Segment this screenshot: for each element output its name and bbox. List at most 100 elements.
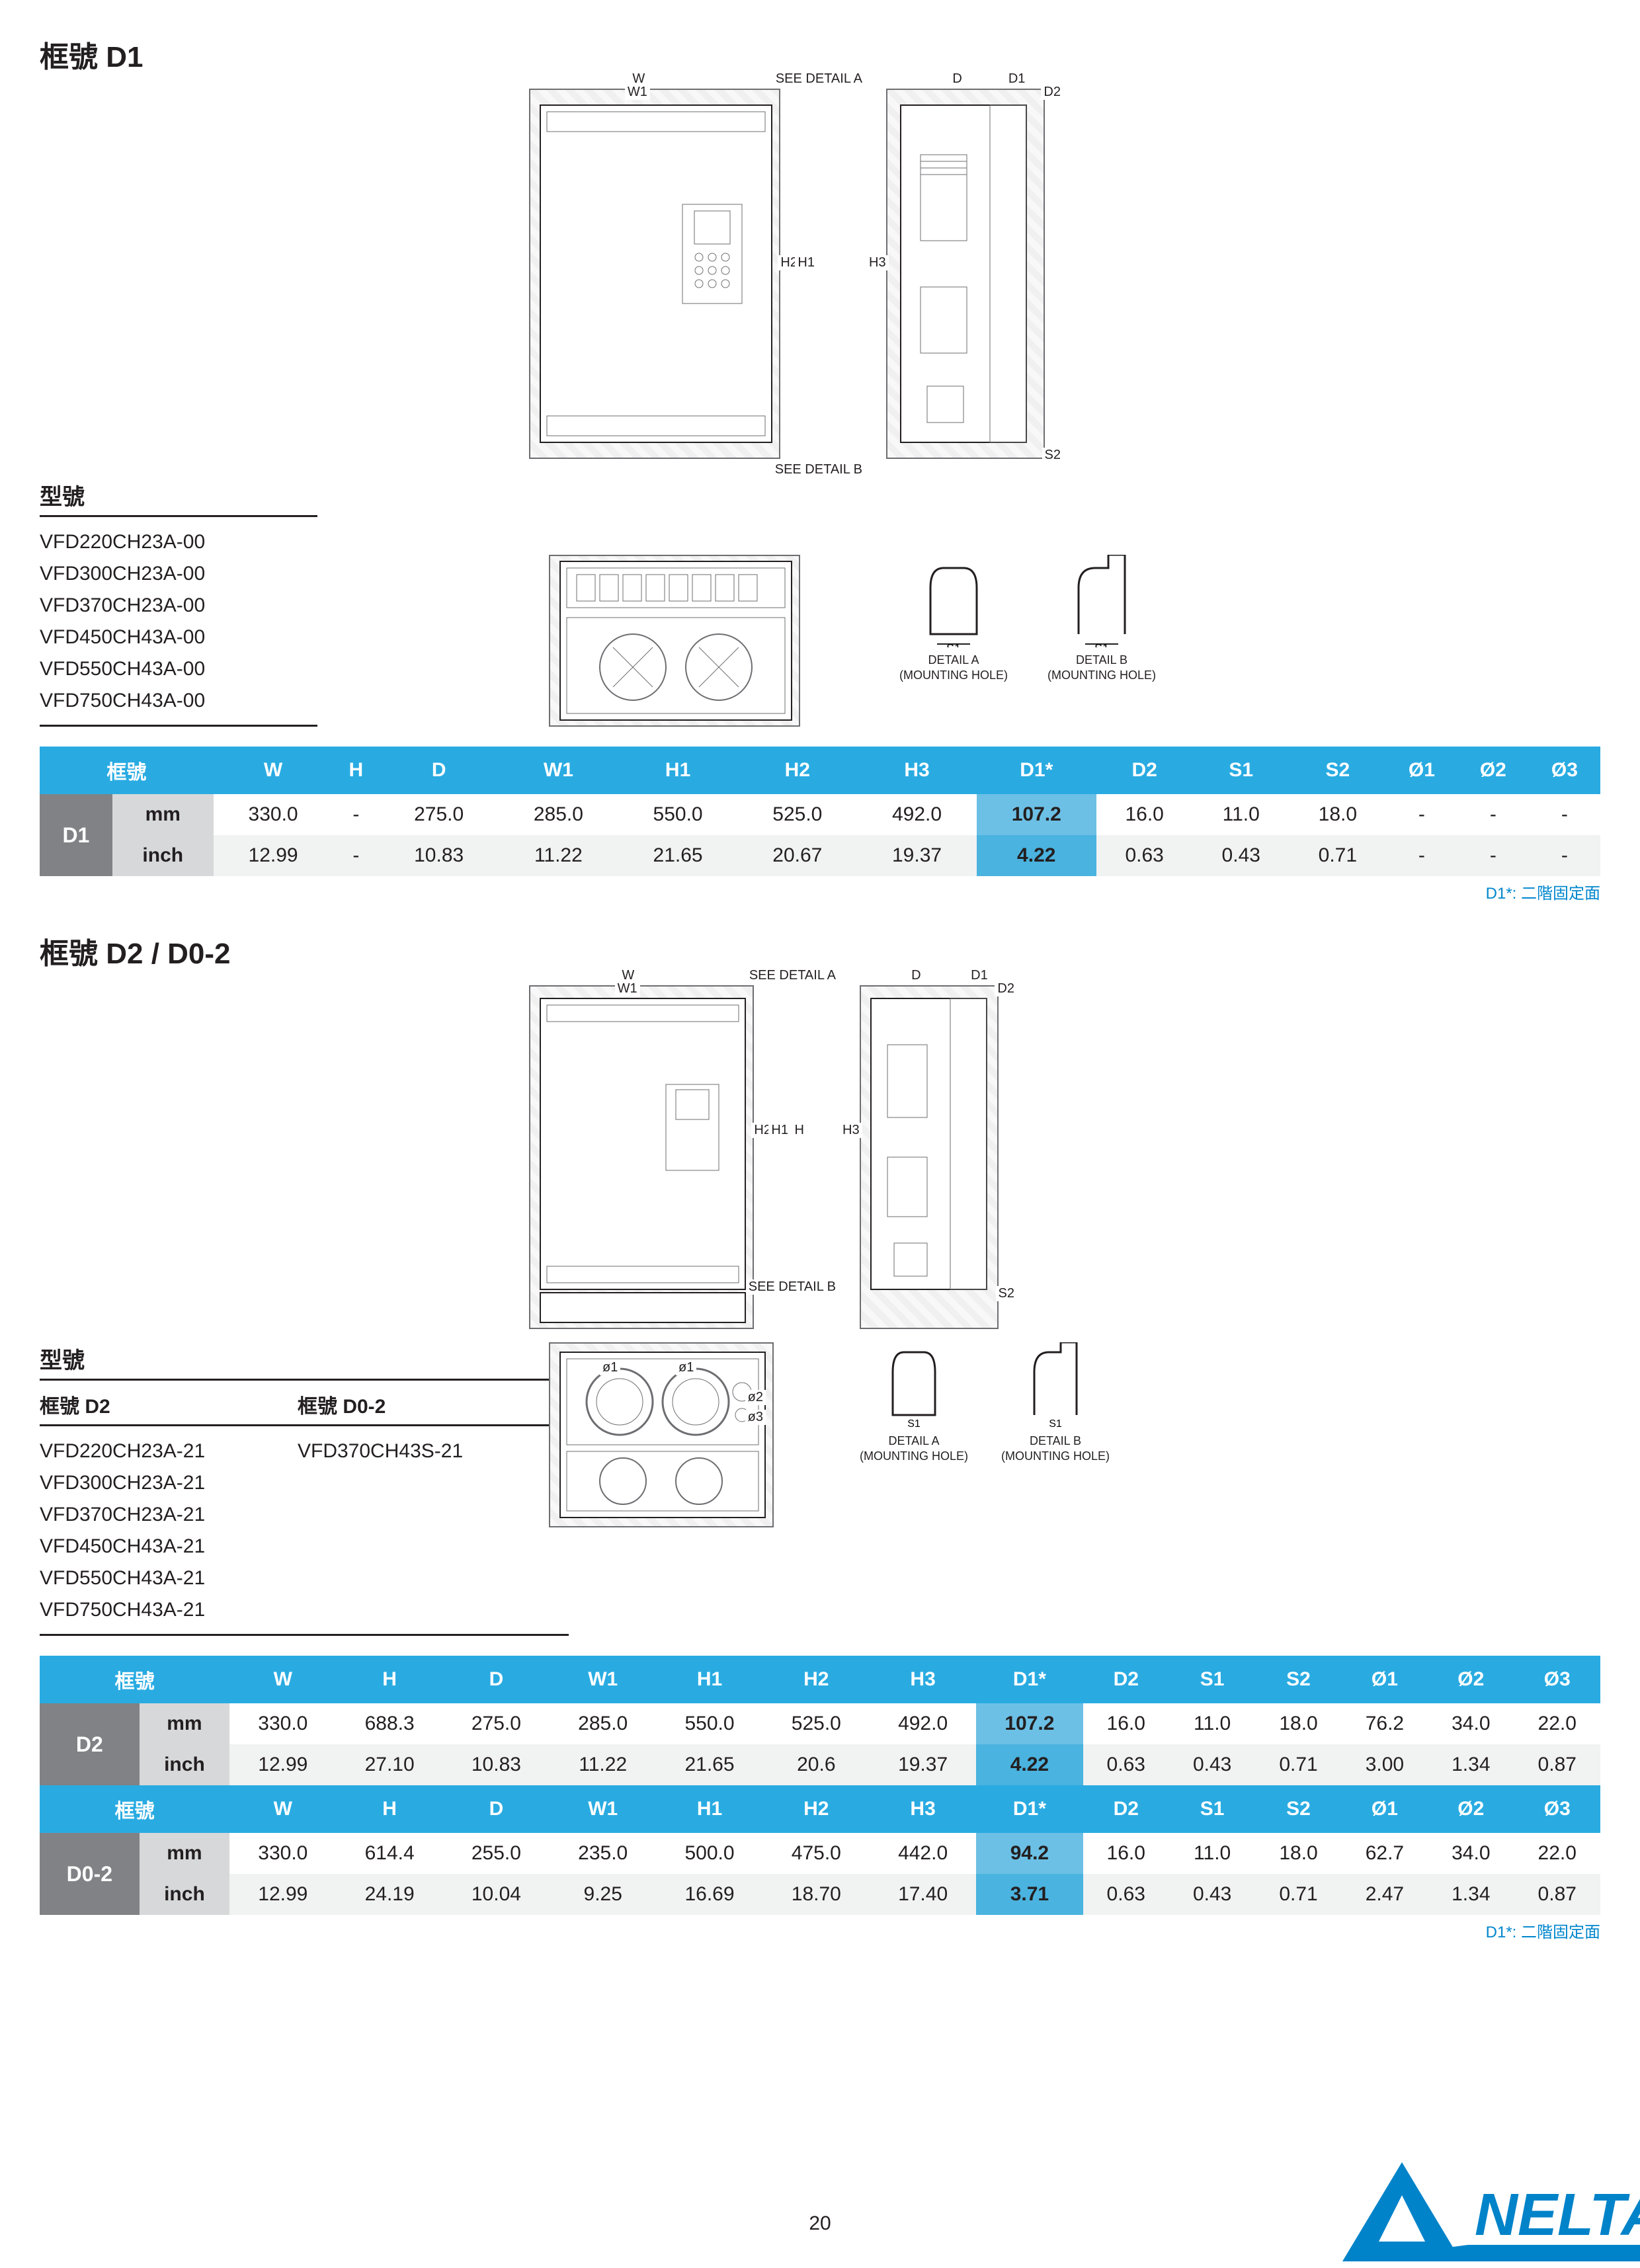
- footer: 20 NELTA: [40, 2160, 1600, 2235]
- d1-detail-b: S1 DETAIL B(MOUNTING HOLE): [1047, 555, 1156, 684]
- col-frame: 框號: [40, 747, 214, 794]
- unit-cell: inch: [140, 1744, 229, 1785]
- d2-models-block: 型號 框號 D2 框號 D0-2 VFD220CH23A-21VFD300CH2…: [40, 1342, 1600, 1636]
- model-number: VFD300CH23A-21: [40, 1467, 298, 1499]
- d1-front-view: W W1 SEE DETAIL A H2 H1 SEE DETAIL B: [529, 89, 780, 459]
- model-number: VFD450CH43A-21: [40, 1531, 298, 1562]
- col-Ø1: Ø1: [1386, 747, 1457, 794]
- value-cell: 11.0: [1193, 794, 1290, 835]
- unit-cell: inch: [112, 835, 214, 876]
- value-cell: 11.0: [1169, 1703, 1255, 1744]
- col-H2: H2: [763, 1785, 870, 1833]
- value-cell: 614.4: [336, 1833, 442, 1874]
- value-cell: 10.83: [443, 1744, 550, 1785]
- model-number: VFD550CH43A-00: [40, 653, 317, 685]
- value-cell: 11.22: [550, 1744, 656, 1785]
- value-cell: 3.00: [1342, 1744, 1428, 1785]
- value-cell: 0.63: [1083, 1744, 1169, 1785]
- value-cell: 107.2: [976, 1703, 1083, 1744]
- col-H2: H2: [763, 1656, 870, 1703]
- col-Ø1: Ø1: [1342, 1785, 1428, 1833]
- model-number: VFD750CH43A-00: [40, 685, 317, 717]
- col-D: D: [443, 1785, 550, 1833]
- section-d2: 框號 D2 / D0-2 W W1 SEE DETAIL A H2 H1 H S…: [40, 930, 1600, 1942]
- d1-table: 框號WHDW1H1H2H3D1*D2S1S2Ø1Ø2Ø3D1mm330.0-27…: [40, 747, 1600, 876]
- d1-table-note: D1*: 二階固定面: [40, 880, 1600, 903]
- value-cell: 34.0: [1428, 1703, 1514, 1744]
- col-W1: W1: [499, 747, 618, 794]
- value-cell: 1.34: [1428, 1744, 1514, 1785]
- col-H3: H3: [870, 1785, 976, 1833]
- value-cell: 62.7: [1342, 1833, 1428, 1874]
- value-cell: 285.0: [550, 1703, 656, 1744]
- d2-detail-b: S1 DETAIL B(MOUNTING HOLE): [1001, 1342, 1110, 1465]
- model-number: VFD750CH43A-21: [40, 1594, 298, 1626]
- value-cell: -: [1529, 794, 1600, 835]
- col-S2: S2: [1255, 1656, 1341, 1703]
- section-d1: 框號 D1 W W1 SEE DETAIL A H2 H1 SEE DETAIL…: [40, 33, 1600, 903]
- model-number: VFD370CH23A-00: [40, 590, 317, 622]
- value-cell: 1.34: [1428, 1874, 1514, 1915]
- d2-sublabel-2: 框號 D0-2: [298, 1390, 386, 1419]
- frame-name: D1: [40, 794, 112, 876]
- col-Ø2: Ø2: [1428, 1656, 1514, 1703]
- value-cell: 4.22: [977, 835, 1096, 876]
- d2-table: 框號WHDW1H1H2H3D1*D2S1S2Ø1Ø2Ø3D2mm330.0688…: [40, 1656, 1600, 1915]
- delta-logo: NELTA: [1342, 2149, 1640, 2261]
- col-D2: D2: [1096, 747, 1193, 794]
- value-cell: 16.69: [656, 1874, 762, 1915]
- value-cell: -: [1529, 835, 1600, 876]
- value-cell: 19.37: [857, 835, 977, 876]
- value-cell: -: [1457, 835, 1529, 876]
- svg-text:NELTA: NELTA: [1475, 2182, 1640, 2248]
- value-cell: 0.43: [1169, 1744, 1255, 1785]
- col-S2: S2: [1290, 747, 1386, 794]
- value-cell: 492.0: [870, 1703, 976, 1744]
- value-cell: 330.0: [214, 794, 333, 835]
- d2-side-view: D D1 D2 H3 S2: [860, 985, 999, 1329]
- col-H1: H1: [656, 1656, 762, 1703]
- model-number: VFD300CH23A-00: [40, 558, 317, 590]
- value-cell: 492.0: [857, 794, 977, 835]
- page-number: 20: [809, 2212, 831, 2235]
- col-H: H: [333, 747, 379, 794]
- col-H3: H3: [870, 1656, 976, 1703]
- value-cell: -: [333, 835, 379, 876]
- value-cell: 550.0: [618, 794, 738, 835]
- col-H1: H1: [618, 747, 738, 794]
- col-frame: 框號: [40, 1785, 229, 1833]
- value-cell: 22.0: [1514, 1703, 1601, 1744]
- value-cell: 18.70: [763, 1874, 870, 1915]
- col-W1: W1: [550, 1656, 656, 1703]
- d2-diagrams-block: W W1 SEE DETAIL A H2 H1 H SEE DETAIL B: [40, 985, 1600, 1329]
- d1-side-svg: [887, 89, 1044, 459]
- col-H: H: [336, 1656, 442, 1703]
- d2-front-view: W W1 SEE DETAIL A H2 H1 H SEE DETAIL B: [529, 985, 754, 1329]
- col-D2: D2: [1083, 1785, 1169, 1833]
- value-cell: 21.65: [656, 1744, 762, 1785]
- value-cell: 0.87: [1514, 1874, 1601, 1915]
- value-cell: 0.43: [1169, 1874, 1255, 1915]
- model-number: VFD550CH43A-21: [40, 1562, 298, 1594]
- value-cell: 19.37: [870, 1744, 976, 1785]
- model-number: VFD220CH23A-00: [40, 526, 317, 558]
- value-cell: 18.0: [1255, 1833, 1341, 1874]
- col-W1: W1: [550, 1785, 656, 1833]
- value-cell: 18.0: [1290, 794, 1386, 835]
- col-D2: D2: [1083, 1656, 1169, 1703]
- col-D1*: D1*: [976, 1785, 1083, 1833]
- model-number: VFD370CH43S-21: [298, 1436, 555, 1467]
- model-number: VFD450CH43A-00: [40, 622, 317, 653]
- value-cell: 16.0: [1083, 1703, 1169, 1744]
- value-cell: 21.65: [618, 835, 738, 876]
- value-cell: 550.0: [656, 1703, 762, 1744]
- col-W: W: [214, 747, 333, 794]
- d2-sublabel-1: 框號 D2: [40, 1390, 298, 1419]
- value-cell: 18.0: [1255, 1703, 1341, 1744]
- d1-model-list: VFD220CH23A-00VFD300CH23A-00VFD370CH23A-…: [40, 526, 317, 727]
- model-number: VFD370CH23A-21: [40, 1499, 298, 1531]
- value-cell: 11.0: [1169, 1833, 1255, 1874]
- value-cell: 20.6: [763, 1744, 870, 1785]
- value-cell: 2.47: [1342, 1874, 1428, 1915]
- value-cell: 34.0: [1428, 1833, 1514, 1874]
